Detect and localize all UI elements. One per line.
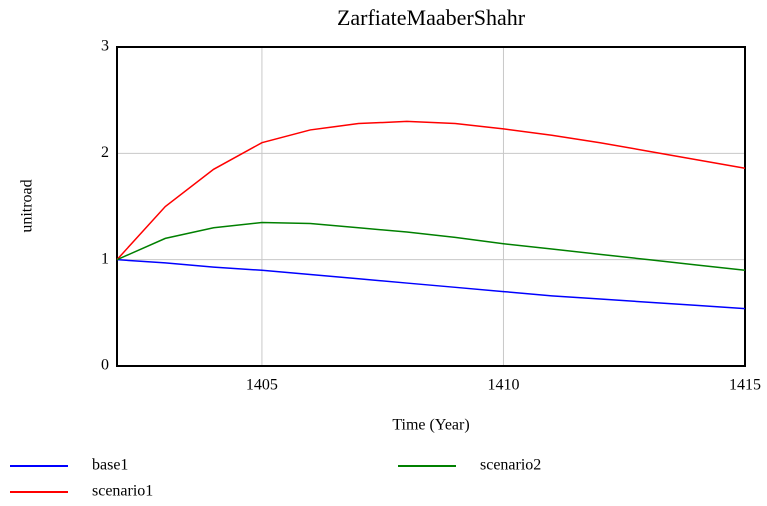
x-tick-label: 1405	[246, 377, 278, 394]
y-axis-label: unitroad	[19, 179, 36, 232]
x-tick-label: 1410	[487, 377, 519, 394]
y-tick-label: 2	[101, 144, 109, 161]
x-tick-label: 1415	[729, 377, 761, 394]
chart-title: ZarfiateMaaberShahr	[337, 5, 526, 30]
series-line	[116, 120, 746, 261]
y-tick-label: 1	[101, 250, 109, 267]
series-line	[116, 258, 746, 310]
legend-label: scenario2	[480, 457, 541, 474]
legend-label: scenario1	[92, 483, 153, 500]
series-line	[116, 221, 746, 272]
x-axis-label: Time (Year)	[392, 417, 469, 434]
plot-frame	[116, 46, 746, 367]
y-tick-label: 3	[101, 38, 109, 55]
legend-label: base1	[92, 457, 128, 474]
y-tick-label: 0	[101, 357, 109, 374]
